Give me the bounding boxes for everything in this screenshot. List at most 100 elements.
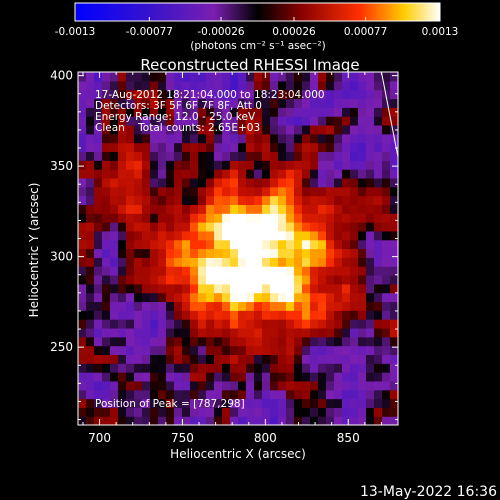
heatmap-cell xyxy=(318,80,327,91)
heatmap-cell xyxy=(326,336,335,347)
heatmap-cell xyxy=(166,248,175,258)
heatmap-cell xyxy=(134,89,143,100)
heatmap-cell xyxy=(262,89,271,100)
heatmap-cell xyxy=(238,389,247,400)
heatmap-cell xyxy=(142,292,151,303)
heatmap-cell xyxy=(206,407,215,417)
heatmap-cell xyxy=(150,327,159,338)
heatmap-cell xyxy=(302,107,311,117)
heatmap-cell xyxy=(190,98,199,108)
heatmap-cell xyxy=(142,204,151,214)
colorbar-gradient xyxy=(74,2,441,22)
heatmap-cell xyxy=(206,72,215,82)
heatmap-cell xyxy=(198,257,207,267)
heatmap-cell xyxy=(190,72,199,82)
heatmap-cell xyxy=(206,389,215,400)
heatmap-cell xyxy=(150,354,159,364)
heatmap-cell xyxy=(94,204,103,214)
heatmap-cell xyxy=(238,372,247,382)
heatmap-cell xyxy=(326,372,335,382)
heatmap-cell xyxy=(366,142,375,153)
heatmap-cell xyxy=(126,124,135,135)
heatmap-cell xyxy=(222,169,231,179)
heatmap-cell xyxy=(134,213,143,223)
heatmap-cell xyxy=(390,195,398,205)
heatmap-cell xyxy=(342,363,351,373)
heatmap-cell xyxy=(142,151,151,161)
heatmap-cell xyxy=(158,169,167,179)
heatmap-cell xyxy=(190,248,199,258)
heatmap-cell xyxy=(102,407,111,417)
heatmap-cell xyxy=(102,389,111,400)
heatmap-cell xyxy=(198,363,207,373)
heatmap-cell xyxy=(206,301,215,311)
heatmap-cell xyxy=(126,177,135,188)
heatmap-cell xyxy=(182,336,191,347)
heatmap-cell xyxy=(198,310,207,320)
heatmap-cell xyxy=(326,116,335,126)
heatmap-cell xyxy=(358,266,367,276)
heatmap-cell xyxy=(270,354,279,364)
heatmap-cell xyxy=(382,354,391,364)
heatmap-cell xyxy=(78,204,87,214)
heatmap-cell xyxy=(166,124,175,135)
heatmap-cell xyxy=(286,274,295,285)
heatmap-cell xyxy=(174,133,183,144)
heatmap-cell xyxy=(230,266,239,276)
heatmap-cell xyxy=(334,274,343,285)
heatmap-cell xyxy=(190,372,199,382)
heatmap-cell xyxy=(278,274,287,285)
heatmap-cell xyxy=(246,363,255,373)
heatmap-cell xyxy=(238,239,247,250)
heatmap-cell xyxy=(358,177,367,188)
heatmap-cell xyxy=(254,230,263,241)
heatmap-cell xyxy=(150,266,159,276)
heatmap-cell xyxy=(190,239,199,250)
heatmap-cell xyxy=(238,89,247,100)
heatmap-cell xyxy=(166,89,175,100)
heatmap-cell xyxy=(342,222,351,232)
heatmap-cell xyxy=(270,407,279,417)
heatmap-cell xyxy=(206,107,215,117)
heatmap-cell xyxy=(206,327,215,338)
heatmap-cell xyxy=(134,151,143,161)
heatmap-cell xyxy=(206,248,215,258)
heatmap-cell xyxy=(278,310,287,320)
heatmap-cell xyxy=(326,222,335,232)
heatmap-cell xyxy=(86,292,95,303)
heatmap-cell xyxy=(118,142,127,153)
heatmap-cell xyxy=(238,186,247,197)
heatmap-cell xyxy=(310,248,319,258)
heatmap-cell xyxy=(214,239,223,250)
heatmap-cell xyxy=(78,274,87,285)
heatmap-cell xyxy=(286,98,295,108)
heatmap-cell xyxy=(286,389,295,400)
heatmap-cell xyxy=(246,169,255,179)
heatmap-cell xyxy=(110,239,119,250)
heatmap-cell xyxy=(294,398,303,408)
heatmap-cell xyxy=(382,336,391,347)
heatmap-cell xyxy=(214,151,223,161)
heatmap-cell xyxy=(142,257,151,267)
heatmap-cell xyxy=(166,327,175,338)
heatmap-cell xyxy=(342,248,351,258)
heatmap-cell xyxy=(134,389,143,400)
heatmap-cell xyxy=(366,124,375,135)
heatmap-cell xyxy=(294,363,303,373)
heatmap-cell xyxy=(382,72,391,82)
heatmap-cell xyxy=(366,107,375,117)
heatmap-cell xyxy=(374,142,383,153)
heatmap-cell xyxy=(278,151,287,161)
heatmap-cell xyxy=(94,310,103,320)
heatmap-cell xyxy=(214,213,223,223)
heatmap-cell xyxy=(342,151,351,161)
heatmap-cell xyxy=(78,195,87,205)
heatmap-cell xyxy=(118,274,127,285)
heatmap-cell xyxy=(222,213,231,223)
heatmap-cell xyxy=(198,222,207,232)
heatmap-cell xyxy=(382,107,391,117)
heatmap-cell xyxy=(158,398,167,408)
heatmap-cell xyxy=(126,354,135,364)
heatmap-cell xyxy=(254,89,263,100)
heatmap-cell xyxy=(366,98,375,108)
